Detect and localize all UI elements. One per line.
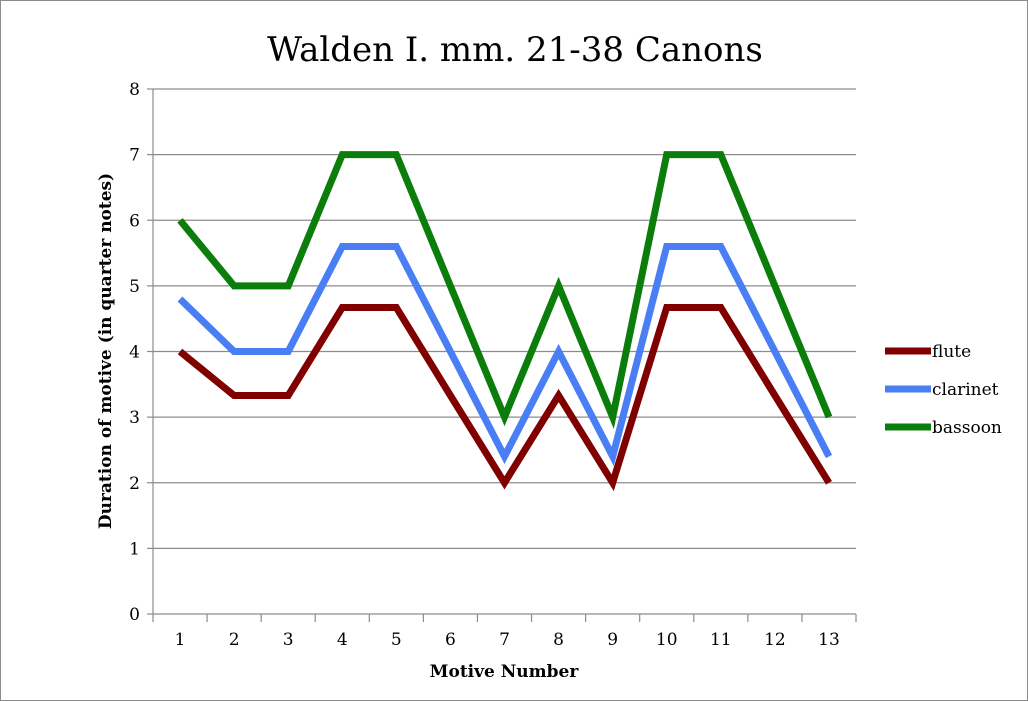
x-tick-label: 4 [337, 630, 348, 650]
x-tick-label: 8 [553, 630, 564, 650]
y-tick-label: 4 [129, 343, 140, 363]
x-tick-label: 3 [283, 630, 294, 650]
x-axis-label: Motive Number [430, 662, 580, 682]
series-line-clarinet [177, 243, 833, 467]
chart-title: Walden I. mm. 21-38 Canons [267, 30, 763, 70]
legend-label-clarinet: clarinet [932, 380, 999, 400]
x-tick-label: 10 [656, 630, 678, 650]
y-tick-label: 7 [129, 146, 140, 166]
x-tick-label: 7 [499, 630, 510, 650]
y-axis-label: Duration of motive (in quarter notes) [96, 173, 116, 529]
legend-label-flute: flute [932, 342, 971, 362]
x-tick-label: 1 [175, 630, 186, 650]
x-tick-label: 12 [764, 630, 786, 650]
series-line-bassoon [177, 151, 833, 430]
y-tick-label: 3 [129, 408, 140, 428]
y-tick-labels: 0 1 2 3 4 5 6 7 8 [129, 80, 140, 625]
x-tick-label: 11 [710, 630, 732, 650]
legend-label-bassoon: bassoon [932, 418, 1002, 438]
y-tick-label: 2 [129, 474, 140, 494]
x-tick-label: 2 [229, 630, 240, 650]
x-tick-labels: 1 2 3 4 5 6 7 8 9 10 11 12 13 [175, 630, 840, 650]
x-tick-label: 9 [607, 630, 618, 650]
x-tick-label: 13 [818, 630, 840, 650]
legend: flute clarinet bassoon [885, 342, 1002, 438]
series-line-flute [177, 304, 832, 492]
y-tick-label: 5 [129, 277, 140, 297]
y-tick-label: 1 [129, 539, 140, 559]
axes [147, 88, 857, 622]
y-tick-label: 8 [129, 80, 140, 100]
series-lines [177, 151, 833, 492]
y-tick-label: 6 [129, 211, 140, 231]
x-tick-label: 6 [445, 630, 456, 650]
x-tick-label: 5 [391, 630, 402, 650]
y-tick-label: 0 [129, 605, 140, 625]
